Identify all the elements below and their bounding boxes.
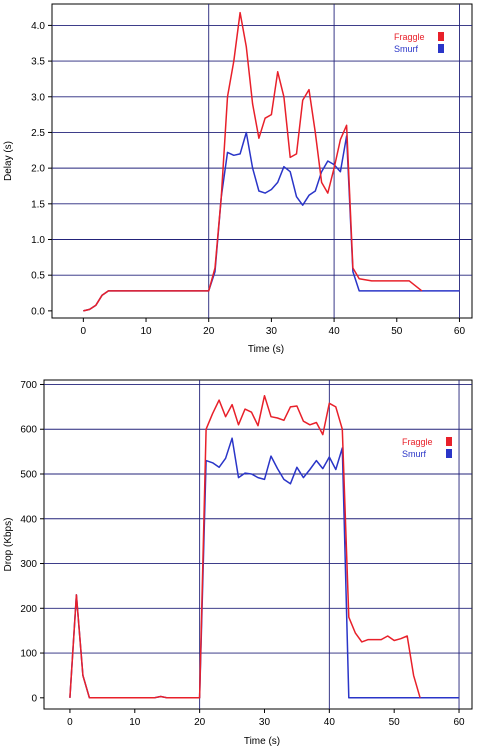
chart1-y-axis-label: Delay (s) [3,141,14,181]
chart2-y-axis-label: Drop (Kbps) [3,518,14,572]
chart1-legend-swatch-smurf [438,44,444,53]
chart2-x-tick-label: 30 [259,717,271,728]
chart2-x-tick-label: 50 [389,717,401,728]
chart1-legend-label-fraggle: Fraggle [394,32,425,42]
chart1-x-tick-label: 20 [203,326,215,337]
chart2-legend-label-fraggle: Fraggle [402,437,433,447]
chart1-plot-frame [51,3,473,319]
chart1-y-tick-label: 2.0 [31,164,45,175]
chart1-y-tick-label: 3.0 [31,92,45,103]
chart1-y-tick-label: 3.5 [31,57,45,68]
chart2-y-tick-label: 700 [20,380,37,391]
delay-chart: 0 10 20 30 40 50 60 0.0 0.5 1.0 1.5 2.0 2.5 3.0 3.5 4.0… [3,3,473,355]
drop-chart: 0 10 20 30 40 50 600100200300400500600700Time … [3,379,473,747]
chart1-legend-swatch-fraggle [438,32,444,41]
chart2-x-tick-label: 40 [324,717,336,728]
chart2-plot-frame [43,379,473,710]
chart1-x-tick-label: 50 [391,326,403,337]
chart2-x-tick-label: 10 [129,717,141,728]
chart1-y-tick-label: 4.0 [31,21,45,32]
chart2-y-tick-label: 0 [31,693,37,704]
chart2-y-tick-label: 500 [20,470,37,481]
chart2-y-tick-label: 400 [20,514,37,525]
chart2-y-tick-label: 200 [20,604,37,615]
chart1-x-axis-label: Time (s) [248,344,284,355]
chart1-x-tick-label: 30 [266,326,278,337]
chart1-y-tick-label: 1.5 [31,199,45,210]
chart1-y-tick-label: 0.5 [31,271,45,282]
chart2-x-axis-label: Time (s) [244,736,280,747]
chart1-legend-label-smurf: Smurf [394,44,419,54]
chart2-y-tick-label: 300 [20,559,37,570]
chart1-y-tick-label: 2.5 [31,128,45,139]
chart2-series-fraggle-line [69,394,421,699]
chart2-legend-swatch-smurf [446,449,452,458]
chart2-x-tick-label: 0 [67,717,73,728]
chart1-y-tick-label: 0.0 [31,306,45,317]
chart2-legend-swatch-fraggle [446,437,452,446]
chart1-x-tick-label: 10 [140,326,152,337]
chart2-y-tick-label: 600 [20,425,37,436]
chart1-x-tick-label: 60 [454,326,466,337]
chart2-y-tick-label: 100 [20,649,37,660]
chart2-legend-label-smurf: Smurf [402,449,427,459]
chart1-y-tick-label: 1.0 [31,235,45,246]
chart2-x-tick-label: 20 [194,717,206,728]
chart1-x-tick-label: 0 [81,326,87,337]
chart2-x-tick-label: 60 [453,717,465,728]
chart1-series-fraggle-line [83,11,423,312]
chart1-x-tick-label: 40 [329,326,341,337]
